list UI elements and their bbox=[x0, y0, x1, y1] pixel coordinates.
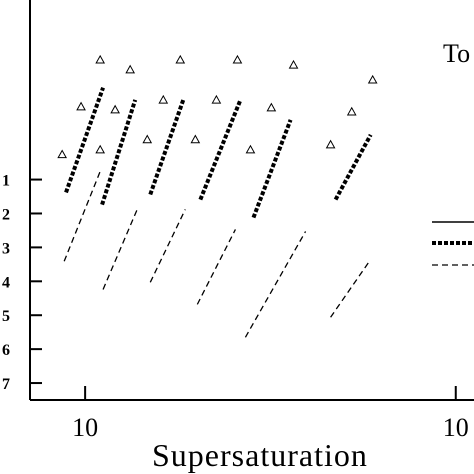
triangle-point bbox=[232, 54, 243, 64]
y-tick-label: 6 bbox=[2, 342, 10, 359]
y-tick-label: 3 bbox=[2, 240, 10, 257]
triangle-point bbox=[95, 54, 106, 64]
triangle-point bbox=[110, 104, 120, 114]
triangle-point bbox=[367, 74, 378, 84]
triangle-point bbox=[142, 134, 153, 144]
triangle-point bbox=[57, 149, 68, 159]
triangle-point bbox=[245, 144, 256, 154]
y-tick-label: 1 bbox=[2, 173, 10, 190]
triangle-point bbox=[76, 101, 86, 111]
triangle-point bbox=[325, 139, 336, 149]
triangle-point bbox=[266, 102, 277, 112]
triangle-point bbox=[211, 94, 222, 104]
triangle-point bbox=[190, 134, 201, 144]
y-tick-label: 4 bbox=[2, 274, 10, 291]
line-series bbox=[63, 171, 370, 338]
x-tick-label: 10 bbox=[443, 413, 469, 442]
chart-title: To bbox=[443, 39, 470, 68]
triangle-point bbox=[95, 144, 106, 154]
y-tick-label: 5 bbox=[2, 308, 10, 325]
triangle-point bbox=[346, 106, 357, 116]
triangle-point bbox=[125, 64, 136, 74]
line-series bbox=[64, 86, 373, 219]
y-tick-label: 2 bbox=[2, 206, 10, 223]
triangle-point bbox=[158, 94, 169, 104]
x-tick-label: 10 bbox=[72, 413, 98, 442]
y-tick-label: 7 bbox=[2, 376, 10, 393]
triangle-point bbox=[175, 54, 186, 64]
x-axis-label: Supersaturation bbox=[152, 437, 368, 473]
triangle-point bbox=[288, 59, 299, 69]
